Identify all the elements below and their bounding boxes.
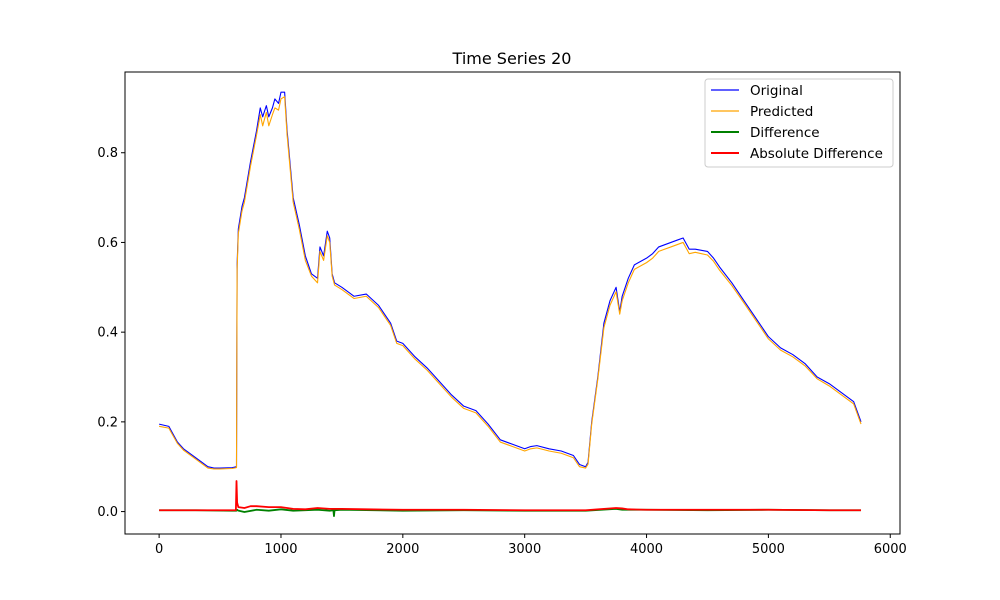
x-tick-label: 2000	[386, 542, 419, 557]
y-axis: 0.0 0.2 0.4 0.6 0.8	[97, 146, 125, 520]
x-tick-label: 3000	[508, 542, 541, 557]
legend-label: Original	[750, 83, 803, 99]
legend-label: Absolute Difference	[750, 146, 883, 162]
legend-label: Difference	[750, 125, 820, 141]
series-line-absolute-difference	[159, 480, 862, 512]
series-line-predicted	[159, 96, 862, 470]
y-tick-label: 0.6	[97, 236, 118, 251]
y-tick-label: 0.2	[97, 415, 118, 430]
axes-frame	[124, 71, 901, 535]
plot-area	[158, 91, 862, 517]
y-tick-label: 0.8	[97, 146, 118, 161]
x-tick-label: 6000	[874, 542, 907, 557]
legend: Original Predicted Difference Absolute Diff…	[704, 78, 894, 168]
x-tick-label: 4000	[630, 542, 663, 557]
y-tick-label: 0.0	[97, 505, 118, 520]
x-tick-label: 5000	[752, 542, 785, 557]
series-line-original	[158, 91, 862, 469]
legend-label: Predicted	[750, 104, 813, 120]
x-axis: 0 1000 2000 3000 4000 5000 6000	[155, 534, 907, 557]
legend-box	[704, 78, 894, 168]
chart-title: Time Series 20	[452, 49, 572, 68]
x-tick-label: 0	[155, 542, 163, 557]
y-tick-label: 0.4	[97, 326, 118, 341]
x-tick-label: 1000	[264, 542, 297, 557]
